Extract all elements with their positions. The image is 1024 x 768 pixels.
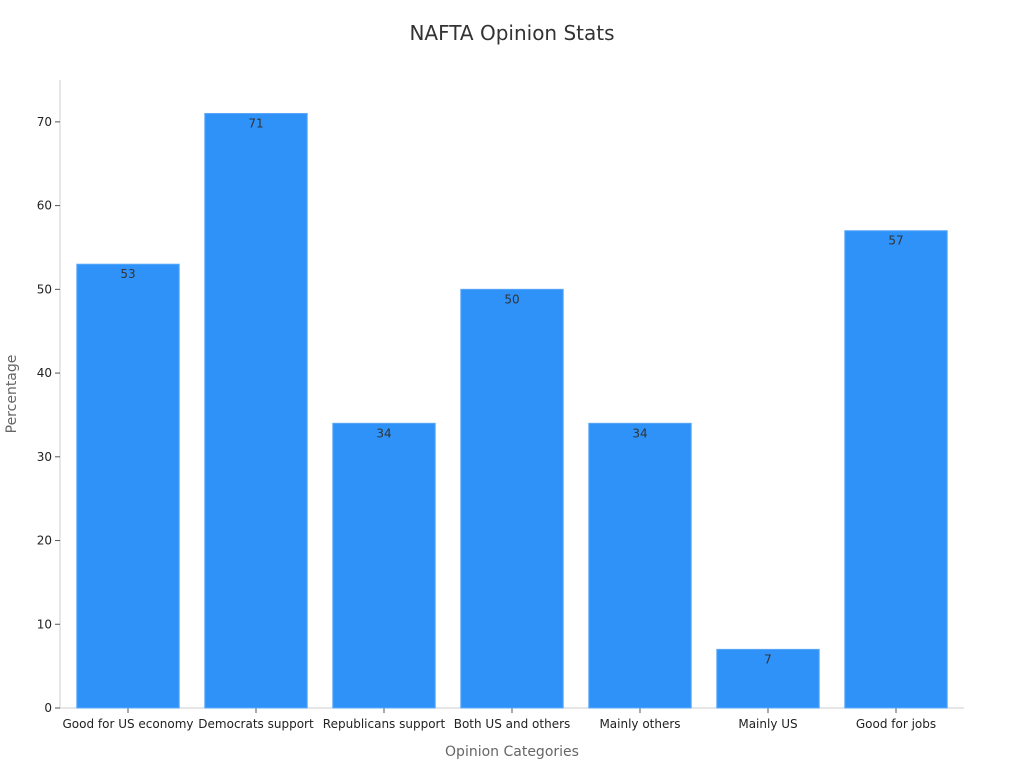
x-tick-label: Republicans support [323, 717, 446, 731]
x-axis-label: Opinion Categories [445, 744, 579, 760]
data-label: 53 [120, 267, 135, 281]
bar [460, 288, 564, 709]
bars [76, 112, 948, 709]
x-axis: Good for US economy Democrats support Repu… [60, 707, 964, 731]
y-tick-label: 60 [37, 199, 52, 213]
x-tick-label: Good for jobs [856, 717, 936, 731]
data-label: 57 [888, 234, 903, 248]
y-axis: 0 10 20 30 40 50 60 70 [37, 80, 61, 715]
y-tick-label: 40 [37, 366, 52, 380]
bar [716, 648, 820, 709]
y-tick-label: 30 [37, 450, 52, 464]
data-label: 50 [504, 292, 519, 306]
data-label: 71 [248, 116, 263, 130]
y-tick-label: 10 [37, 617, 52, 631]
data-label: 7 [764, 652, 772, 666]
y-tick-label: 0 [44, 701, 52, 715]
data-labels: 53 71 34 50 34 7 57 [120, 116, 903, 666]
bar [844, 230, 948, 709]
data-label: 34 [632, 426, 647, 440]
x-tick-label: Democrats support [198, 717, 314, 731]
x-tick-label: Mainly US [738, 717, 797, 731]
x-tick-label: Both US and others [454, 717, 571, 731]
y-axis-label: Percentage [4, 355, 20, 434]
y-tick-label: 50 [37, 282, 52, 296]
bar [332, 422, 436, 709]
bar [588, 422, 692, 709]
y-tick-label: 20 [37, 534, 52, 548]
x-tick-label: Good for US economy [62, 717, 193, 731]
x-tick-label: Mainly others [599, 717, 680, 731]
data-label: 34 [376, 426, 391, 440]
chart-title: NAFTA Opinion Stats [409, 21, 614, 45]
bar [76, 263, 180, 709]
bar [204, 112, 308, 709]
y-tick-label: 70 [37, 115, 52, 129]
